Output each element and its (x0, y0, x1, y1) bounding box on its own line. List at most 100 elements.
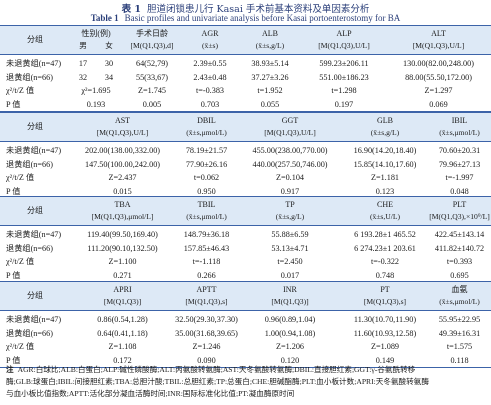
table-note: 注 AGR:白球比;ALB:白蛋白;ALP:碱性磷酸酶;ALT:丙氨酸转氨酶;AS… (6, 364, 486, 400)
table-cell: 0.172 (113, 355, 132, 365)
header-band (0, 113, 491, 141)
table-cell: 551.00±186.23 (319, 72, 369, 82)
column-header: ALT (431, 29, 446, 38)
column-header: 分组 (27, 291, 43, 300)
table-cell: 422.45±143.14 (434, 230, 485, 239)
table-cell: 1.00(0.94,1.08) (264, 328, 316, 338)
table-cell: t=0.393 (446, 257, 473, 266)
table-cell: 79.96±27.13 (438, 159, 481, 169)
table-cell: 16.90(14.20,18.40) (353, 146, 417, 155)
table-cell: 599.23±206.11 (319, 59, 369, 68)
table-cell: 157.85±46.43 (183, 243, 230, 253)
table-cell: 0.149 (375, 355, 395, 365)
table-cell: 411.82±140.72 (434, 243, 485, 253)
row-label: 退黄组(n=66) (6, 159, 53, 169)
table-cell: 30 (104, 59, 114, 68)
table-cell: 77.90±26.16 (185, 159, 228, 169)
table-cell: 64(52,79) (135, 59, 169, 68)
column-subheader: (x̄±s,μmol/L) (439, 128, 480, 137)
table-cell: 38.93±5.14 (251, 59, 289, 68)
column-header: 血氨 (451, 285, 468, 294)
table-cell: 0.266 (197, 270, 216, 280)
table-cell: 0.118 (450, 355, 469, 365)
table-label-en: Table 1 (90, 13, 119, 23)
column-subheader: [M(Q1,Q3),U/L] (412, 41, 465, 50)
column-subheader: (x̄±s,μmol/L) (439, 297, 480, 306)
row-label: 退黄组(n=66) (6, 72, 53, 82)
table-cell: 111.20(90.10,132.50) (87, 243, 158, 253)
table-rule (0, 141, 491, 142)
column-subheader: [M(Q1,Q3)] (271, 297, 309, 306)
row-label: χ²/t/Z 值 (6, 257, 35, 266)
column-header: 分组 (27, 122, 43, 131)
row-label: χ²/t/Z 值 (6, 173, 35, 182)
table-cell: 49.39±16.31 (438, 328, 481, 338)
column-subheader: (x̄±s,μmol/L) (186, 212, 227, 221)
table-cell: 0.64(0.41,1.18) (97, 328, 148, 338)
column-subheader: [M(Q1,Q3),s] (185, 297, 228, 306)
table-cell: 0.96(0.89,1.04) (264, 315, 316, 324)
note-line-3: 与血小板比值指数;APTT:活化部分凝血活酶时间;INR:国际标准化比值;PT:… (6, 389, 295, 398)
column-header: 分组 (27, 206, 43, 215)
row-label: 未退黄组(n=47) (6, 59, 62, 68)
table-cell: 0.120 (280, 355, 300, 365)
table-cell: 0.069 (429, 99, 448, 109)
column-header: GGT (281, 116, 299, 125)
column-subheader: (x̄±s,g/L) (255, 41, 285, 50)
table-cell: 0.917 (280, 186, 300, 196)
table-rule (0, 54, 491, 55)
column-header: APTT (196, 285, 217, 294)
table-cell: t=1.952 (257, 86, 283, 95)
column-header: 手术日龄 (136, 29, 168, 38)
sex-female-header: 女 (105, 41, 113, 50)
row-label: 未退黄组(n=47) (6, 315, 62, 324)
table-cell: 0.86(0.54,1.28) (97, 315, 148, 324)
table-title-en-text: Basic profiles and univariate analysis b… (124, 13, 401, 23)
table-cell: 17 (78, 59, 88, 68)
table-cell: 0.950 (197, 186, 216, 196)
table-cell: t=-0.322 (370, 257, 400, 266)
column-header: ALP (336, 29, 352, 38)
table-cell: 32.50(29.30,37.30) (175, 315, 238, 324)
table-cell: Z=2.437 (108, 173, 137, 182)
table-cell: 0.015 (113, 186, 132, 196)
table-cell: 32 (78, 72, 88, 82)
table-cell: 11.30(10.70,11.90) (353, 315, 417, 324)
table-cell: Z=1.297 (424, 86, 453, 95)
row-label: P 值 (6, 186, 21, 196)
column-subheader: [M(Q1,Q3),U/L] (96, 128, 149, 137)
table-rule (0, 367, 491, 368)
table-cell: t=1.298 (331, 86, 357, 95)
column-header: TBIL (197, 200, 216, 209)
table-label-cn: 表 1 (121, 4, 142, 15)
column-header: 分组 (27, 35, 43, 44)
table-rule (0, 281, 491, 283)
table-cell: 202.00(138.00,332.00) (84, 146, 161, 155)
table-title-cn-text: 胆道闭锁患儿行 Kasai 手术前基本资料及单因素分析 (147, 4, 370, 15)
table-cell: 0.695 (450, 270, 469, 280)
table-cell: 440.00(257.50,746.00) (252, 159, 328, 169)
table-cell: t=-0.383 (195, 86, 225, 95)
table-cell: 70.60±20.31 (438, 146, 481, 155)
table-cell: 455.00(238.00,770.00) (252, 146, 328, 155)
row-label: χ²/t/Z 值 (6, 342, 35, 351)
column-header: IBIL (451, 116, 468, 125)
column-subheader: [M(Q1,Q3),×10⁹/L] (429, 212, 490, 221)
table-cell: 0.703 (200, 99, 220, 109)
table-cell: 6 193.28±1 465.52 (354, 230, 416, 239)
table-cell: 0.748 (375, 270, 395, 280)
row-label: P 值 (6, 99, 21, 109)
table-cell: t=0.062 (193, 173, 220, 182)
table-cell: 55(33,67) (135, 72, 169, 82)
table-cell: Z=1.089 (370, 342, 400, 351)
table-cell: 15.85(14.10,17.60) (353, 159, 417, 169)
column-header: AST (114, 116, 131, 125)
header-band (0, 282, 491, 310)
column-header: APRI (113, 285, 132, 294)
column-subheader: (x̄±s,μmol/L) (186, 128, 227, 137)
note-line-1: AGR:白球比;ALB:白蛋白;ALP:碱性磷酸酶;ALT:丙氨酸转氨酶;AST… (17, 365, 416, 374)
table-cell: 55.88±6.59 (271, 230, 309, 239)
table-cell: 0.055 (260, 99, 280, 109)
column-header: PT (380, 285, 390, 294)
